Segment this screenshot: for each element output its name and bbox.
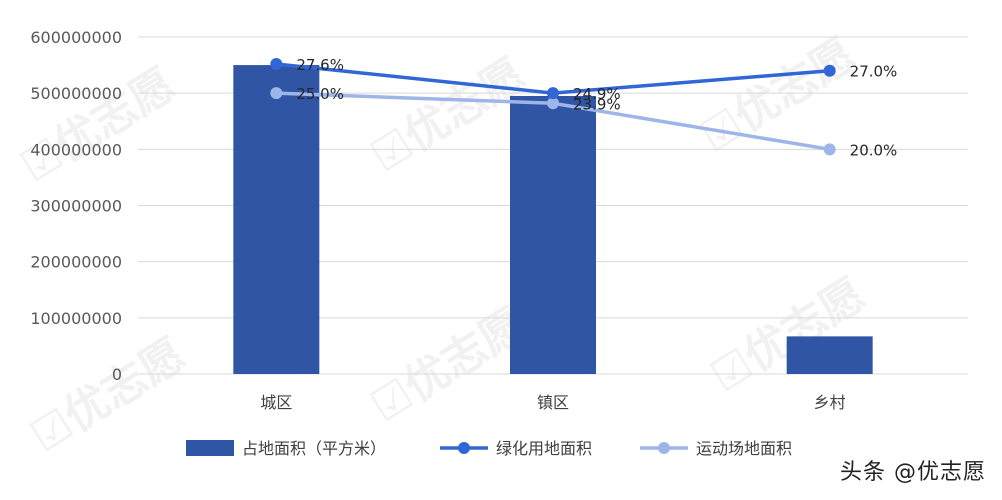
y-tick-label: 200000000 — [30, 253, 122, 272]
data-point — [547, 87, 559, 100]
data-point — [270, 57, 283, 70]
y-tick-label: 100000000 — [30, 309, 122, 328]
y-tick-label: 400000000 — [30, 140, 122, 159]
data-label: 20.0% — [850, 141, 898, 159]
legend-marker — [458, 442, 470, 454]
data-point — [547, 97, 559, 110]
legend-marker — [658, 442, 670, 454]
credit-text: 头条 @优志愿 — [840, 460, 986, 485]
y-tick-label: 300000000 — [30, 197, 122, 216]
y-tick-label: 500000000 — [30, 84, 122, 103]
data-label: 23.9% — [573, 95, 621, 113]
data-label: 27.0% — [850, 63, 898, 81]
y-tick-label: 0 — [112, 365, 122, 384]
data-point — [270, 87, 283, 100]
bar — [233, 65, 320, 374]
data-label: 27.6% — [296, 56, 344, 74]
data-point — [823, 64, 836, 77]
x-tick-label: 乡村 — [814, 393, 846, 412]
legend-swatch — [186, 440, 234, 456]
data-point — [823, 143, 836, 156]
legend-label: 占地面积（平方米） — [242, 439, 386, 458]
x-tick-label: 镇区 — [537, 393, 569, 412]
data-label: 24.9% — [573, 85, 621, 103]
bar — [786, 336, 873, 374]
legend-label: 绿化用地面积 — [496, 439, 592, 458]
bar — [510, 95, 596, 374]
legend-label: 运动场地面积 — [696, 439, 792, 458]
data-label: 25.0% — [296, 85, 344, 103]
x-tick-label: 城区 — [260, 393, 292, 412]
y-tick-label: 600000000 — [30, 28, 122, 47]
